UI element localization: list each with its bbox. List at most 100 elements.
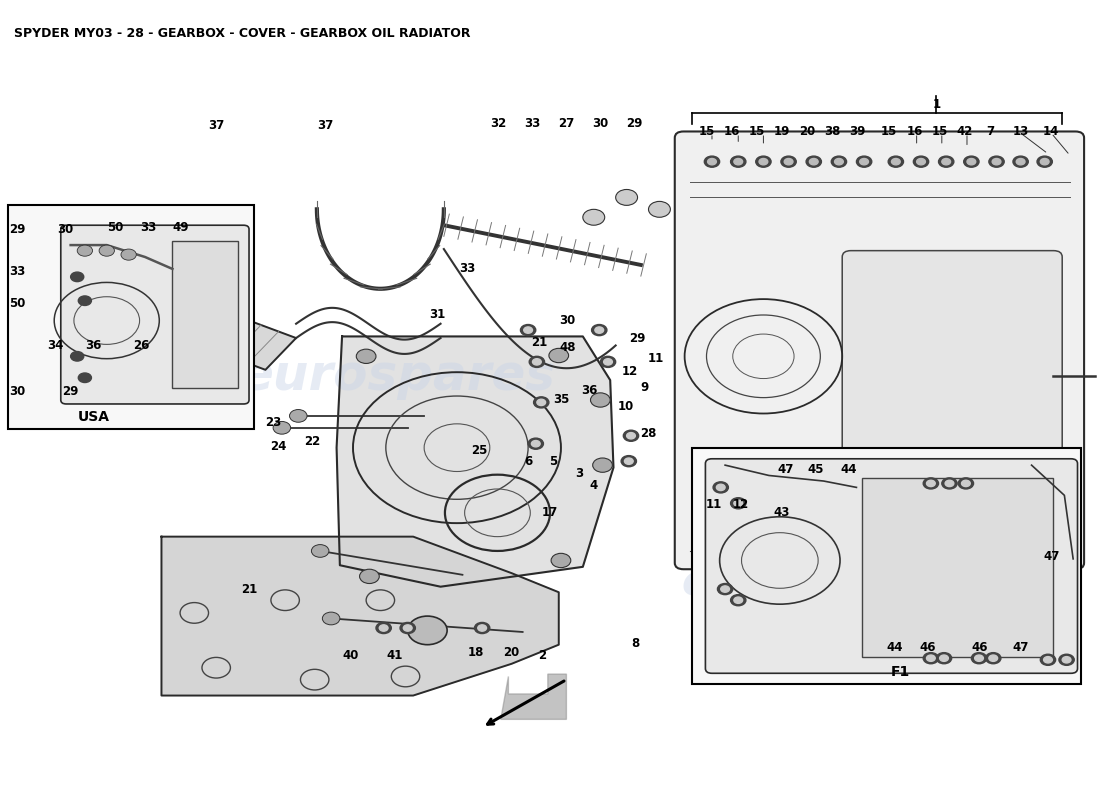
Circle shape	[70, 272, 84, 282]
Text: 30: 30	[9, 385, 25, 398]
Circle shape	[1013, 156, 1028, 167]
Text: USA: USA	[78, 410, 110, 425]
Circle shape	[604, 358, 613, 365]
FancyBboxPatch shape	[674, 131, 1085, 570]
Circle shape	[400, 622, 416, 634]
Text: 6: 6	[524, 455, 532, 469]
Circle shape	[939, 655, 948, 662]
Text: 34: 34	[47, 339, 64, 353]
Text: 38: 38	[824, 125, 840, 138]
Text: 26: 26	[133, 339, 150, 353]
Text: 46: 46	[972, 642, 989, 654]
Text: SPYDER MY03 - 28 - GEARBOX - COVER - GEARBOX OIL RADIATOR: SPYDER MY03 - 28 - GEARBOX - COVER - GEA…	[13, 26, 470, 40]
Circle shape	[734, 158, 742, 165]
Circle shape	[913, 156, 928, 167]
Bar	[862, 478, 1054, 657]
Text: 30: 30	[57, 223, 74, 237]
Text: 27: 27	[559, 117, 574, 130]
Circle shape	[781, 156, 796, 167]
Circle shape	[477, 625, 486, 631]
Circle shape	[891, 158, 900, 165]
Circle shape	[205, 276, 222, 289]
Text: 29: 29	[626, 117, 642, 130]
Circle shape	[942, 158, 950, 165]
Circle shape	[532, 358, 541, 365]
Circle shape	[713, 482, 728, 493]
Circle shape	[888, 156, 903, 167]
Circle shape	[1041, 654, 1056, 666]
Text: 10: 10	[617, 400, 634, 413]
Text: 15: 15	[932, 125, 948, 138]
Circle shape	[704, 156, 719, 167]
Circle shape	[730, 594, 746, 606]
Circle shape	[99, 245, 114, 256]
Circle shape	[520, 325, 536, 336]
Circle shape	[311, 545, 329, 558]
Circle shape	[591, 393, 611, 407]
Bar	[173, 241, 238, 388]
Circle shape	[356, 349, 376, 363]
Circle shape	[408, 616, 447, 645]
Text: 42: 42	[957, 125, 974, 138]
Circle shape	[627, 433, 636, 439]
Circle shape	[942, 478, 957, 489]
Text: 29: 29	[629, 331, 646, 345]
Text: 47: 47	[1043, 550, 1059, 563]
Text: 20: 20	[799, 125, 815, 138]
Circle shape	[730, 498, 746, 509]
Circle shape	[616, 190, 638, 206]
Circle shape	[621, 456, 637, 466]
Text: 41: 41	[386, 650, 403, 662]
Circle shape	[958, 478, 974, 489]
Bar	[9, 206, 254, 430]
Circle shape	[806, 156, 822, 167]
Text: 16: 16	[724, 125, 740, 138]
Circle shape	[1041, 158, 1049, 165]
Circle shape	[989, 655, 998, 662]
Circle shape	[964, 156, 979, 167]
Bar	[692, 448, 1081, 685]
Text: 30: 30	[592, 117, 608, 130]
Text: 33: 33	[459, 262, 475, 275]
Text: 20: 20	[504, 646, 520, 659]
Circle shape	[810, 158, 818, 165]
Circle shape	[926, 480, 935, 486]
Circle shape	[756, 156, 771, 167]
Text: 28: 28	[640, 427, 657, 440]
Text: 21: 21	[241, 582, 257, 595]
Text: 21: 21	[531, 336, 547, 350]
Text: 12: 12	[621, 365, 638, 378]
Circle shape	[717, 583, 733, 594]
Text: 40: 40	[342, 650, 359, 662]
Text: 29: 29	[63, 385, 79, 398]
Circle shape	[534, 397, 549, 408]
Circle shape	[379, 625, 388, 631]
Circle shape	[992, 158, 1001, 165]
Text: 11: 11	[648, 352, 664, 365]
Circle shape	[531, 441, 540, 447]
Circle shape	[524, 327, 532, 334]
Circle shape	[936, 653, 952, 664]
Text: 29: 29	[9, 223, 25, 237]
Circle shape	[121, 249, 136, 260]
Text: 30: 30	[560, 314, 575, 327]
Text: 14: 14	[1043, 125, 1059, 138]
Circle shape	[593, 458, 613, 472]
Circle shape	[529, 356, 544, 367]
Circle shape	[1016, 158, 1025, 165]
Circle shape	[549, 348, 569, 362]
Circle shape	[77, 245, 92, 256]
Circle shape	[601, 356, 616, 367]
Circle shape	[860, 158, 869, 165]
Circle shape	[273, 422, 290, 434]
Circle shape	[70, 351, 84, 361]
Text: 15: 15	[881, 125, 898, 138]
Circle shape	[759, 158, 768, 165]
Circle shape	[835, 158, 844, 165]
Text: 7: 7	[986, 125, 994, 138]
Circle shape	[707, 158, 716, 165]
Text: 32: 32	[491, 117, 507, 130]
Text: 23: 23	[265, 416, 282, 429]
Text: 44: 44	[840, 462, 857, 476]
Circle shape	[78, 296, 91, 306]
